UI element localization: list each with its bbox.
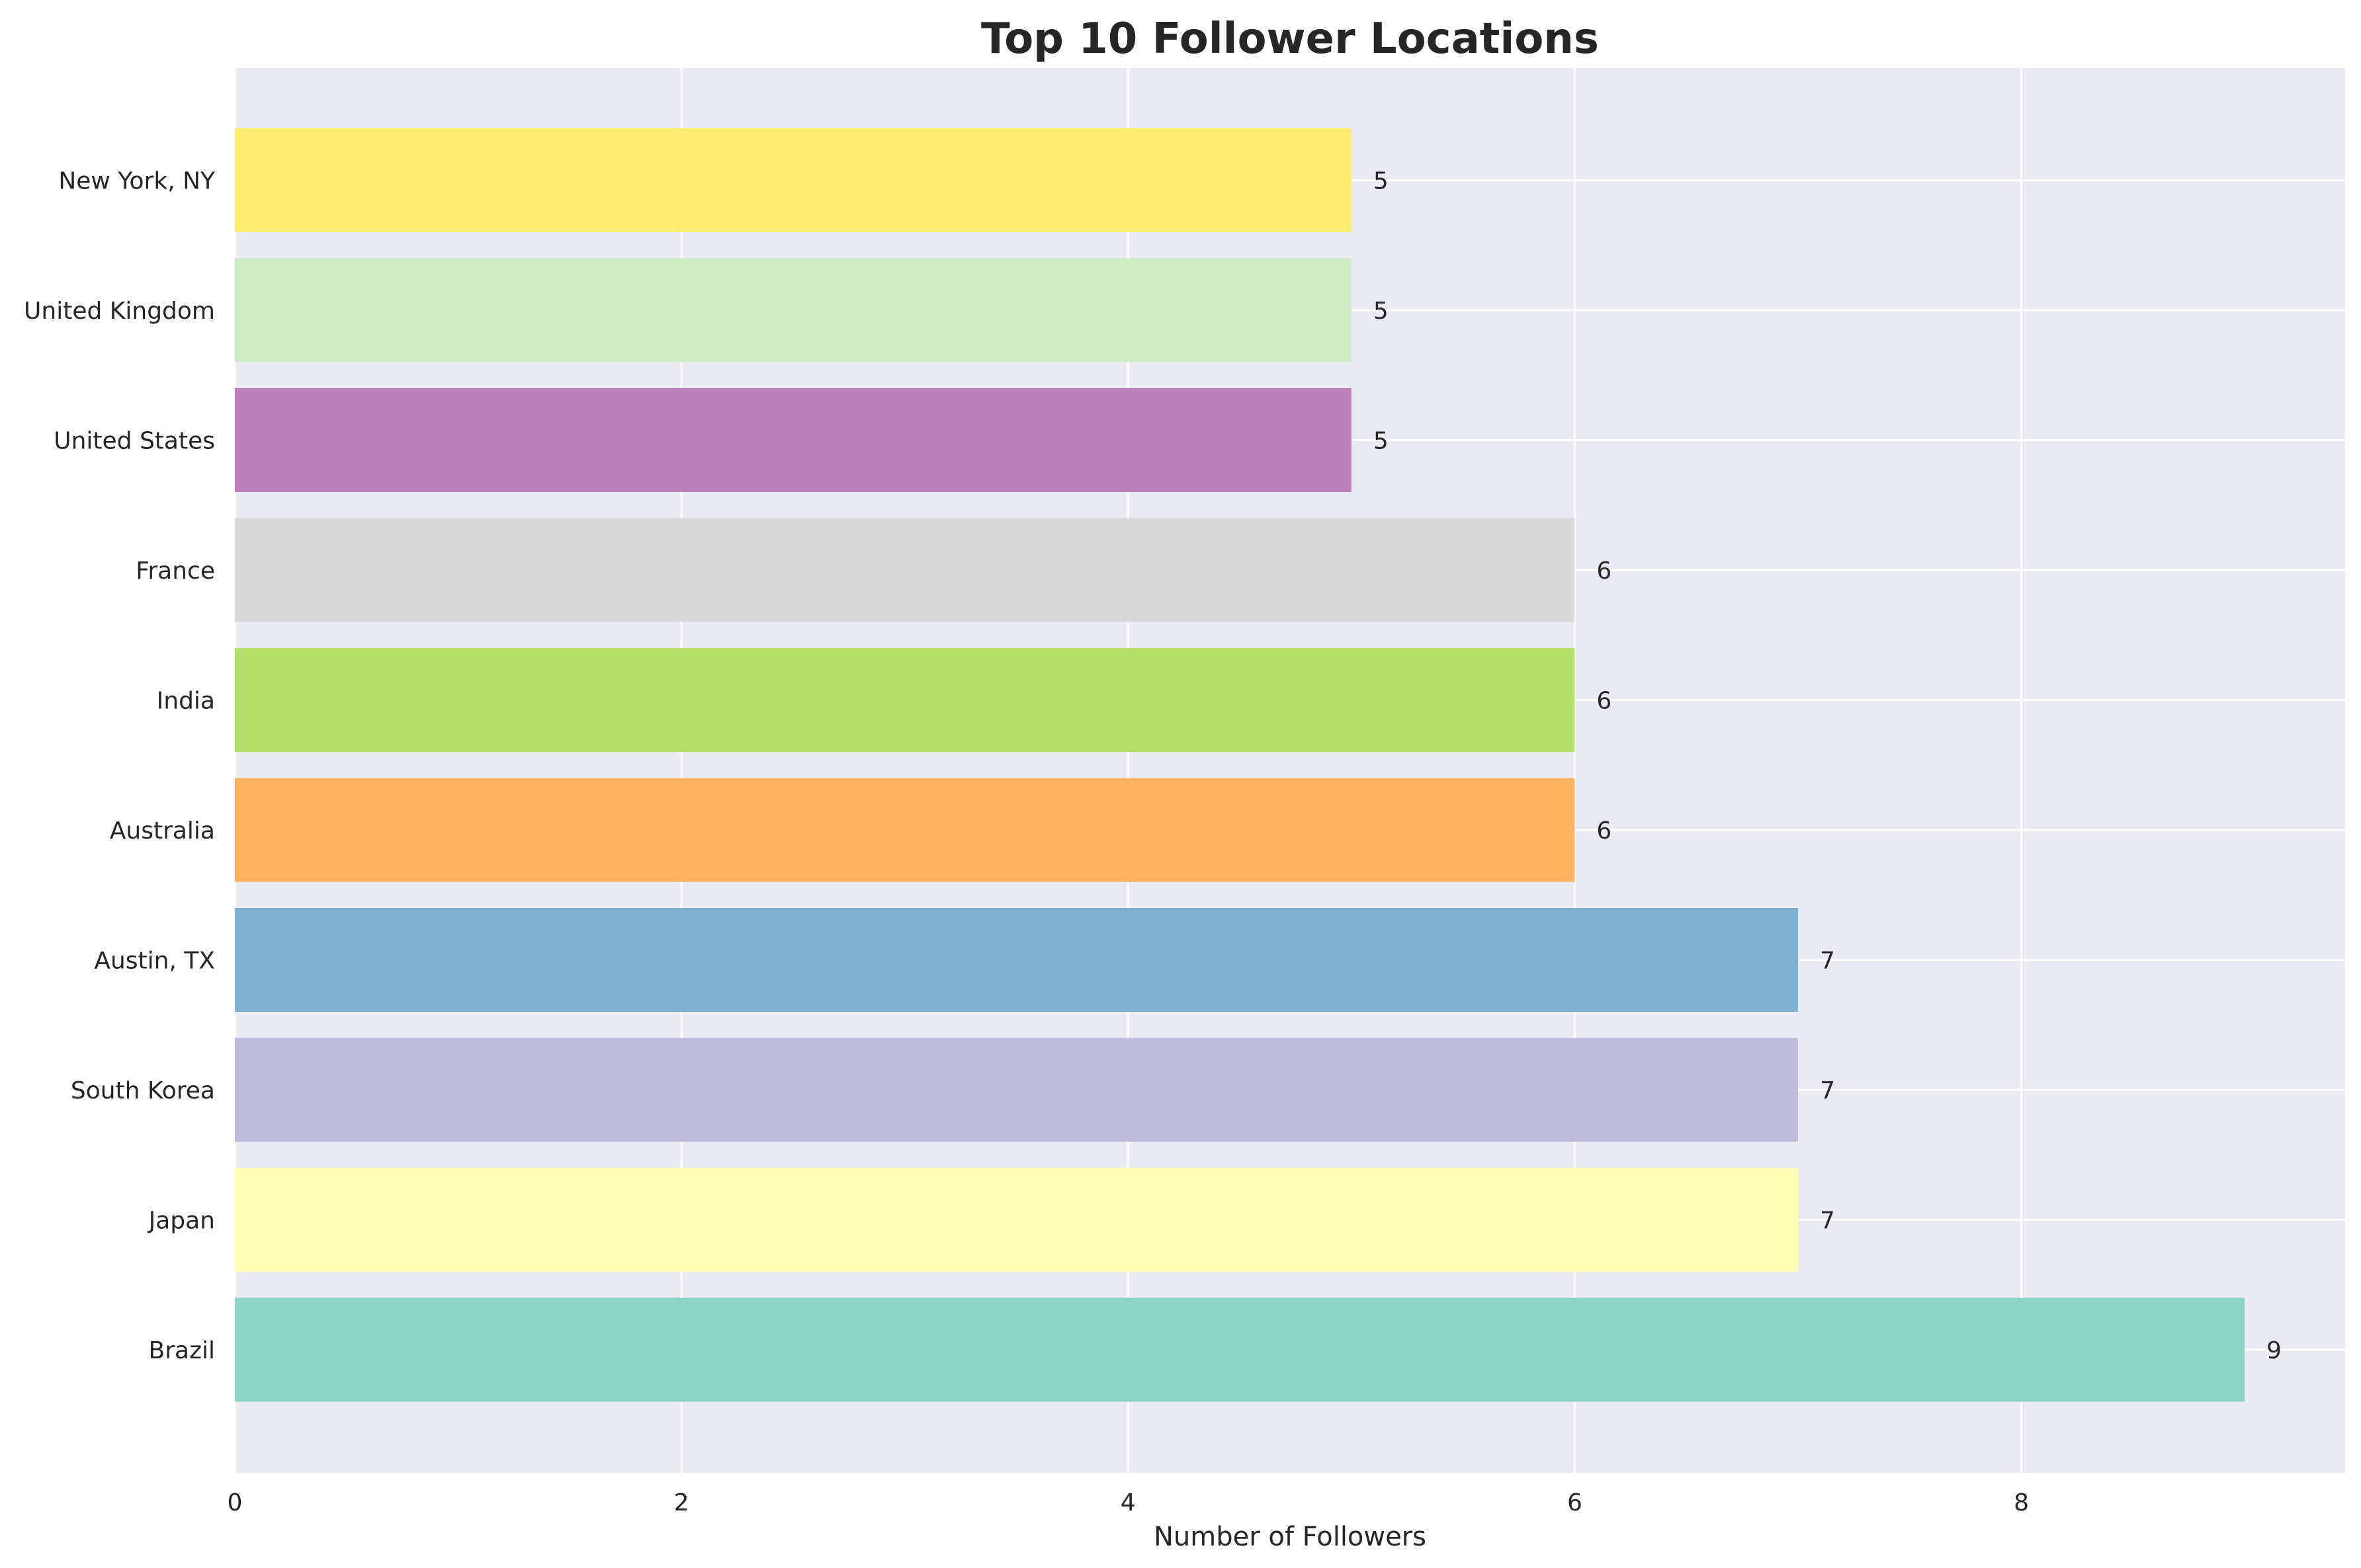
bar-value-label-7: 5 [1373,428,1389,455]
x-tick-label-2: 4 [1121,1489,1136,1516]
y-tick-label-0: Brazil [149,1337,215,1364]
y-tick-label-6: France [136,557,215,585]
y-tick-label-2: South Korea [71,1077,215,1104]
bar-7 [235,388,1352,492]
bar-value-label-8: 5 [1373,298,1389,325]
bar-value-label-6: 6 [1596,557,1611,585]
bar-value-label-2: 7 [1820,1077,1835,1104]
bar-0 [235,1298,2245,1402]
bar-9 [235,128,1352,232]
bar-6 [235,518,1575,622]
bar-value-labels: 9 7 7 7 6 6 6 5 5 5 [1373,168,2282,1365]
y-tick-labels: Brazil Japan South Korea Austin, TX Australi… [24,168,216,1365]
y-tick-label-5: India [157,688,215,715]
y-tick-label-3: Austin, TX [94,948,215,975]
bar-2 [235,1038,1798,1142]
x-tick-label-0: 0 [228,1489,243,1516]
bar-value-label-1: 7 [1820,1208,1835,1235]
y-tick-label-8: United Kingdom [24,298,215,325]
bar-1 [235,1168,1798,1272]
bar-5 [235,648,1575,752]
x-tick-label-3: 6 [1567,1489,1582,1516]
x-tick-label-4: 8 [2014,1489,2029,1516]
bar-value-label-9: 5 [1373,168,1389,195]
x-axis-label: Number of Followers [1154,1522,1426,1552]
y-tick-label-1: Japan [148,1208,215,1235]
x-tick-label-1: 2 [674,1489,689,1516]
bar-3 [235,908,1798,1012]
bars [235,128,2245,1402]
bar-value-label-3: 7 [1820,948,1835,975]
chart-title: Top 10 Follower Locations [981,15,1599,63]
bar-value-label-0: 9 [2266,1337,2282,1364]
bar-4 [235,778,1575,882]
y-tick-label-9: New York, NY [58,168,216,195]
x-tick-labels: 0 2 4 6 8 [228,1489,2029,1516]
y-tick-label-4: Australia [110,817,215,845]
y-tick-label-7: United States [54,428,215,455]
bar-8 [235,258,1352,362]
bar-value-label-4: 6 [1596,817,1611,845]
bar-value-label-5: 6 [1596,688,1611,715]
